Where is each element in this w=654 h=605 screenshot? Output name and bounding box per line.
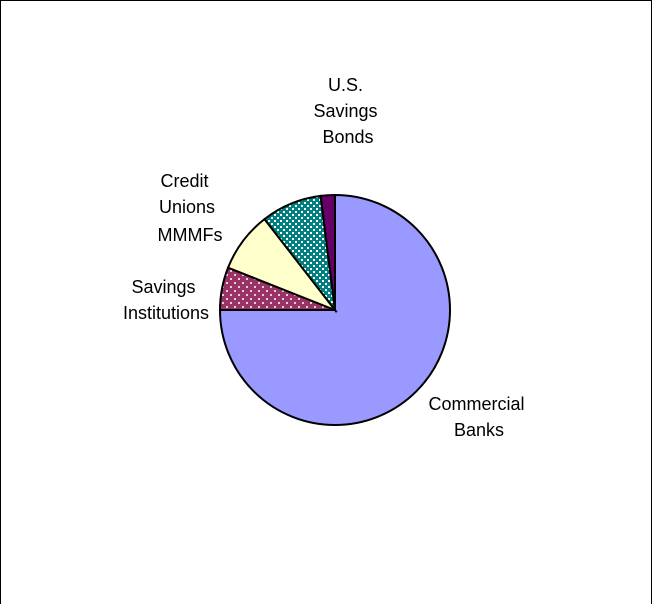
label-credit-unions-line2: Unions — [159, 197, 215, 217]
label-us-savings-bonds-line2: Savings — [313, 101, 377, 121]
label-us-savings-bonds-line3: Bonds — [322, 127, 373, 147]
label-savings-institutions-line2: Institutions — [123, 303, 209, 323]
label-commercial-banks-line1: Commercial — [428, 394, 524, 414]
pie-slices — [220, 195, 450, 425]
label-credit-unions: Credit Unions — [159, 171, 215, 217]
label-credit-unions-line1: Credit — [160, 171, 208, 191]
label-us-savings-bonds-line1: U.S. — [328, 75, 363, 95]
label-commercial-banks: Commercial Banks — [428, 394, 529, 440]
label-savings-institutions-line1: Savings — [131, 277, 195, 297]
label-savings-institutions: Savings Institutions — [123, 277, 209, 323]
label-commercial-banks-line2: Banks — [454, 420, 504, 440]
label-mmmfs: MMMFs — [158, 225, 223, 245]
label-us-savings-bonds: U.S. Savings Bonds — [313, 75, 382, 147]
